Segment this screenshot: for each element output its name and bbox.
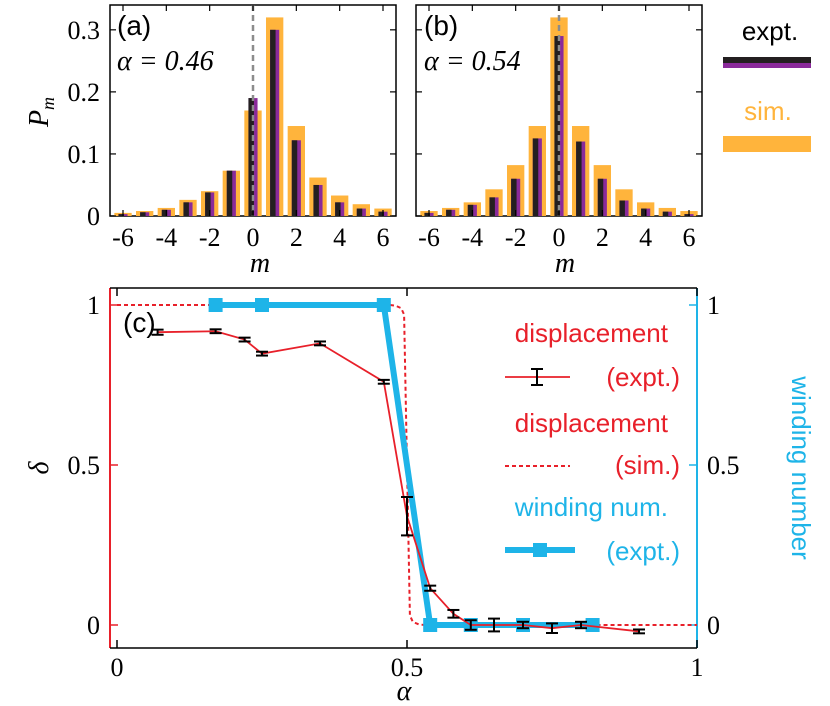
panel-b-histogram: -6 -4 -2 0 2 4 6 (b) α = 0.54 m: [415, 4, 703, 279]
panel-c-left-tick-label: 0.5: [68, 451, 101, 480]
top-legend: expt. sim.: [723, 16, 811, 152]
panel-a-expt-bar: [161, 209, 168, 216]
legend-displacement-sim-line2: (sim.): [615, 450, 680, 480]
panel-a-expt-bar: [140, 212, 146, 216]
panel-b-alpha-label: α = 0.54: [424, 46, 521, 77]
panel-a-expt-bar: [313, 184, 319, 216]
panel-c-x-tick-label: 1: [691, 653, 704, 682]
panel-a-x-tick-label: -6: [112, 223, 134, 252]
panel-a-y-label: Pm: [24, 97, 58, 128]
panel-a-expt-bar: [248, 98, 254, 216]
panel-a-expt-bar: [356, 208, 363, 216]
legend-sim-label: sim.: [744, 96, 792, 126]
panel-c-x-tick-label: 0.5: [391, 653, 424, 682]
panel-a-histogram: -6 -4 -2 0 2 4 6 0 0.1 0.2 0.3 (a) α = 0.46 m Pm: [24, 4, 397, 279]
panel-b-expt-bar: [662, 211, 669, 216]
panel-a-alpha-label: α = 0.46: [117, 46, 214, 77]
panel-b-expt-bar: [554, 36, 560, 216]
panel-b-x-tick-label: -2: [505, 223, 527, 252]
winding-number-point: [585, 618, 600, 632]
panel-c-label: (c): [123, 307, 156, 338]
panel-a-expt-bar: [270, 29, 276, 216]
panel-b-expt-bar: [467, 204, 474, 216]
legend-displacement-expt-line2: (expt.): [606, 362, 680, 392]
winding-number-point: [376, 298, 391, 312]
panel-a-expt-bar: [226, 170, 233, 216]
legend-winding-marker: [533, 543, 547, 557]
panel-a-x-label: m: [250, 248, 270, 279]
panel-b-x-tick-label: 6: [683, 223, 696, 252]
panel-a-expt-bar: [118, 214, 124, 216]
panel-a-expt-bar: [205, 192, 211, 216]
panel-b-expt-bar: [619, 200, 625, 216]
panel-a-expt-bar: [183, 202, 189, 216]
panel-b-label: (b): [424, 10, 458, 41]
panel-b-expt-bar: [424, 212, 430, 216]
legend-sim-swatch: [723, 136, 811, 152]
panel-c-legend: displacement (expt.) displacement (sim.)…: [505, 318, 680, 566]
legend-displacement-sim-line1: displacement: [515, 408, 669, 438]
legend-winding-expt-line2: (expt.): [606, 536, 680, 566]
panel-c-right-tick-label: 0.5: [707, 451, 740, 480]
panel-a-x-tick-label: 0: [247, 223, 260, 252]
panel-b-expt-bar: [684, 214, 690, 216]
legend-displacement-expt-line1: displacement: [515, 318, 669, 348]
panel-c-y-label-right: winding number: [786, 375, 816, 560]
winding-number-point: [423, 618, 438, 632]
panel-b-expt-bar: [511, 178, 517, 216]
panel-b-expt-bar: [641, 208, 647, 216]
panel-c-left-tick-label: 0: [87, 611, 100, 640]
panel-c-y-label-left: δ: [24, 461, 55, 475]
panel-b-expt-bar: [532, 138, 539, 216]
panel-b-x-tick-label: -6: [418, 223, 440, 252]
panel-b-x-tick-label: 0: [553, 223, 566, 252]
panel-a-y-label-subscript: m: [38, 97, 58, 110]
panel-a-label: (a): [117, 10, 151, 41]
panel-a-x-tick-label: -4: [155, 223, 177, 252]
panel-a-y-tick-label: 0.3: [68, 16, 101, 45]
panel-c-right-tick-label: 1: [707, 291, 720, 320]
legend-expt-label: expt.: [742, 16, 798, 46]
winding-number-point: [208, 298, 223, 312]
panel-c-x-tick-label: 0: [111, 653, 124, 682]
panel-a-expt-bar: [291, 140, 298, 216]
legend-winding-expt-line1: winding num.: [514, 492, 668, 522]
panel-c-x-label: α: [397, 676, 413, 706]
legend-displacement-expt-symbol: [505, 368, 570, 386]
panel-b-expt-bar: [489, 197, 495, 216]
panel-a-x-tick-label: 6: [377, 223, 390, 252]
panel-b-expt-bar: [597, 178, 604, 216]
panel-b-x-label: m: [555, 248, 575, 279]
panel-b-expt-bar: [576, 141, 582, 216]
legend-winding-expt-symbol: [505, 543, 575, 557]
panel-a-y-tick-label: 0.2: [68, 78, 101, 107]
panel-c-left-tick-label: 1: [87, 291, 100, 320]
legend-expt-swatch-dark: [723, 57, 811, 63]
panel-a-x-tick-label: 2: [290, 223, 303, 252]
panel-a-expt-bar: [378, 211, 384, 216]
panel-b-expt-bar: [446, 209, 452, 216]
legend-expt-swatch-purple: [723, 63, 811, 68]
panel-a-expt-bar: [335, 202, 341, 216]
panel-a-x-tick-label: -2: [199, 223, 221, 252]
panel-c-right-tick-label: 0: [707, 611, 720, 640]
panel-a-x-tick-label: 4: [333, 223, 346, 252]
panel-b-x-tick-label: 2: [596, 223, 609, 252]
panel-a-y-tick-label: 0: [87, 202, 100, 231]
panel-a-y-tick-label: 0.1: [68, 140, 101, 169]
panel-b-x-tick-label: 4: [639, 223, 652, 252]
panel-b-x-tick-label: -4: [461, 223, 483, 252]
winding-number-point: [255, 298, 269, 312]
